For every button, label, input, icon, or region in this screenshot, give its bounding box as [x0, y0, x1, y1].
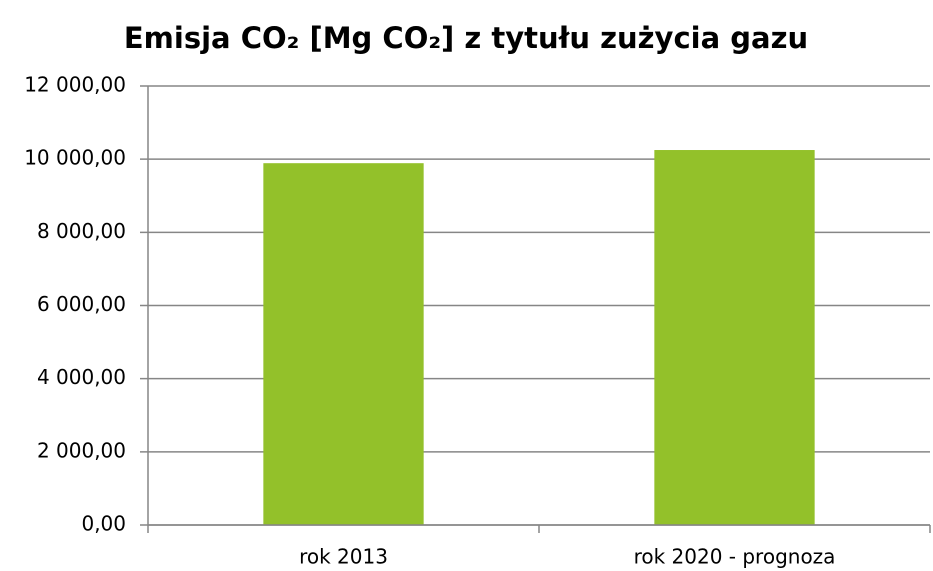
y-tick-label: 10 000,00 — [24, 146, 126, 170]
x-tick-label: rok 2013 — [299, 545, 388, 569]
bar — [263, 163, 424, 525]
y-tick-label: 8 000,00 — [37, 219, 126, 243]
y-tick-label: 4 000,00 — [37, 365, 126, 389]
chart-title: Emisja CO₂ [Mg CO₂] z tytułu zużycia gaz… — [124, 21, 808, 55]
y-tick-label: 12 000,00 — [24, 73, 126, 97]
y-tick-label: 0,00 — [81, 512, 126, 536]
bar — [654, 150, 815, 526]
x-tick-label: rok 2020 - prognoza — [634, 545, 836, 569]
y-tick-label: 2 000,00 — [37, 438, 126, 462]
y-tick-label: 6 000,00 — [37, 292, 126, 316]
